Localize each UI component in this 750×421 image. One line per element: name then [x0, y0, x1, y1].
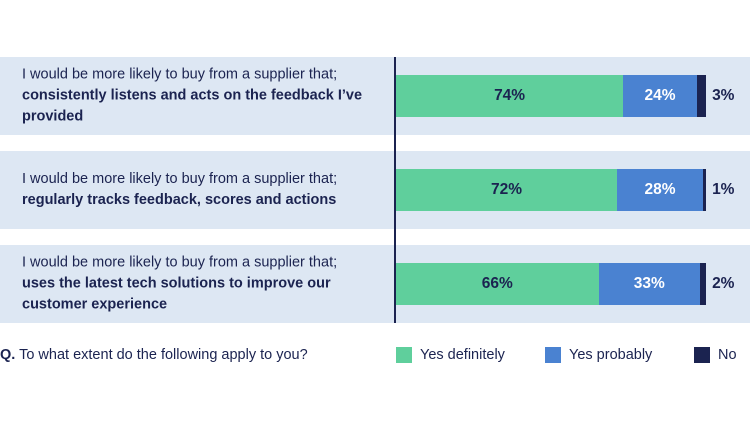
row-label-3: I would be more likely to buy from a sup… [22, 253, 382, 316]
question-body: To what extent do the following apply to… [19, 347, 308, 363]
legend-item-no: No [694, 347, 737, 363]
row-label-1: I would be more likely to buy from a sup… [22, 65, 382, 128]
bar-no [703, 169, 707, 211]
legend-label-yes-definitely: Yes definitely [420, 347, 505, 363]
data-label-no: 2% [712, 275, 735, 292]
data-label-no: 3% [712, 87, 735, 104]
legend-swatch-no [694, 347, 710, 363]
legend-swatch-yes-definitely [396, 347, 412, 363]
bar-yes-definitely: 74% [396, 75, 624, 117]
row-label-bold: uses the latest tech solutions to improv… [22, 275, 331, 313]
legend-swatch-yes-probably [545, 347, 561, 363]
legend-item-yes-probably: Yes probably [545, 347, 652, 363]
axis-line [394, 57, 396, 323]
data-label: 33% [633, 275, 665, 292]
question-prefix: Q. [0, 347, 16, 363]
bar-no [696, 75, 707, 117]
bar-yes-definitely: 72% [396, 169, 618, 211]
bar-no [699, 263, 707, 305]
bar-yes-probably: 33% [598, 263, 700, 305]
bar-yes-probably: 24% [623, 75, 697, 117]
data-label: 72% [491, 181, 523, 198]
legend-label-yes-probably: Yes probably [569, 347, 653, 363]
data-label: 24% [644, 87, 676, 104]
row-label-prefix: I would be more likely to buy from a sup… [22, 66, 338, 83]
data-label-no: 1% [712, 181, 735, 198]
bar-yes-probably: 28% [617, 169, 703, 211]
question-text: Q. To what extent do the following apply… [0, 347, 308, 363]
legend-label-no: No [718, 347, 737, 363]
legend-item-yes-definitely: Yes definitely [396, 347, 505, 363]
row-label-bold: regularly tracks feedback, scores and ac… [22, 192, 337, 208]
data-label: 66% [481, 275, 513, 292]
row-label-prefix: I would be more likely to buy from a sup… [22, 171, 338, 187]
bar-yes-definitely: 66% [396, 263, 599, 305]
data-label: 74% [494, 87, 526, 104]
row-label-prefix: I would be more likely to buy from a sup… [22, 254, 338, 271]
data-label: 28% [644, 181, 676, 198]
row-label-bold: consistently listens and acts on the fee… [22, 87, 363, 125]
row-2: I would be more likely to buy from a sup… [0, 151, 750, 229]
row-label-2: I would be more likely to buy from a sup… [22, 169, 382, 211]
